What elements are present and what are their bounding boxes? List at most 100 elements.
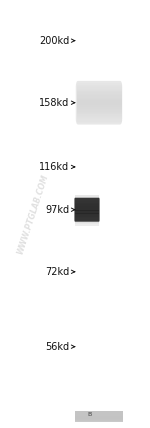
Text: 72kd: 72kd bbox=[45, 267, 69, 277]
Bar bbox=[76, 108, 122, 110]
Bar bbox=[75, 413, 123, 419]
Bar bbox=[76, 98, 122, 100]
Bar bbox=[76, 109, 122, 112]
Text: 116kd: 116kd bbox=[39, 162, 69, 172]
Bar bbox=[76, 116, 122, 118]
Bar bbox=[75, 416, 123, 421]
Bar bbox=[76, 110, 122, 113]
Bar bbox=[75, 413, 123, 418]
Bar bbox=[75, 218, 99, 220]
Bar bbox=[75, 201, 99, 203]
Bar bbox=[75, 413, 123, 419]
Bar bbox=[75, 414, 123, 420]
Bar bbox=[75, 413, 123, 418]
Bar bbox=[75, 411, 123, 417]
FancyBboxPatch shape bbox=[74, 198, 100, 222]
Bar bbox=[75, 414, 123, 419]
Bar bbox=[75, 413, 123, 418]
Bar bbox=[76, 121, 122, 123]
Bar bbox=[75, 414, 123, 420]
Bar bbox=[75, 413, 123, 419]
Text: 200kd: 200kd bbox=[39, 36, 69, 46]
Bar bbox=[75, 212, 99, 214]
Bar bbox=[75, 416, 123, 421]
Bar bbox=[75, 204, 99, 206]
Bar bbox=[75, 413, 123, 419]
Bar bbox=[75, 411, 123, 417]
Bar bbox=[76, 119, 122, 122]
Bar bbox=[75, 414, 123, 419]
Bar bbox=[75, 220, 99, 221]
Bar bbox=[75, 416, 123, 421]
Bar bbox=[76, 105, 122, 108]
Bar bbox=[75, 412, 123, 418]
Bar bbox=[76, 107, 122, 109]
Bar bbox=[75, 411, 123, 416]
Bar bbox=[75, 414, 123, 419]
Bar bbox=[75, 207, 99, 209]
Bar bbox=[75, 413, 123, 419]
Bar bbox=[75, 415, 123, 420]
Bar bbox=[75, 415, 123, 421]
Bar bbox=[75, 416, 123, 421]
Bar bbox=[75, 416, 123, 422]
Bar bbox=[75, 416, 123, 422]
Bar bbox=[75, 413, 123, 419]
Bar bbox=[75, 195, 99, 197]
Bar bbox=[75, 221, 99, 223]
Bar bbox=[76, 87, 122, 90]
Bar bbox=[76, 103, 122, 105]
Text: 158kd: 158kd bbox=[39, 98, 69, 108]
Bar bbox=[75, 413, 123, 418]
Bar bbox=[76, 99, 122, 101]
Bar bbox=[76, 114, 122, 117]
Text: 97kd: 97kd bbox=[45, 205, 69, 215]
Bar bbox=[75, 415, 123, 420]
Bar bbox=[75, 414, 123, 420]
Bar bbox=[76, 101, 122, 104]
Bar bbox=[76, 95, 122, 98]
Bar bbox=[75, 413, 123, 419]
Text: WWW.PTGLAB.COM: WWW.PTGLAB.COM bbox=[16, 173, 50, 255]
Bar bbox=[76, 83, 122, 86]
Bar bbox=[76, 117, 122, 119]
Bar bbox=[75, 413, 123, 418]
Bar bbox=[75, 412, 123, 418]
Bar bbox=[75, 414, 123, 420]
Bar bbox=[75, 415, 123, 421]
Bar bbox=[75, 415, 123, 421]
Bar bbox=[75, 413, 123, 419]
Bar bbox=[75, 203, 99, 205]
Bar bbox=[75, 415, 123, 420]
Bar bbox=[75, 416, 123, 421]
Bar bbox=[75, 413, 123, 419]
Bar bbox=[75, 416, 123, 421]
Bar bbox=[75, 412, 123, 417]
Bar bbox=[75, 209, 99, 211]
Bar bbox=[75, 199, 99, 201]
Bar bbox=[75, 224, 99, 226]
Bar bbox=[75, 196, 99, 198]
Bar bbox=[76, 90, 122, 92]
Bar bbox=[75, 412, 123, 417]
Bar bbox=[75, 415, 123, 421]
Bar bbox=[75, 414, 123, 419]
Bar bbox=[76, 113, 122, 116]
Bar bbox=[75, 412, 123, 418]
Bar bbox=[76, 86, 122, 89]
Bar bbox=[75, 412, 123, 418]
Bar bbox=[75, 415, 123, 420]
Text: B: B bbox=[88, 412, 92, 417]
Bar bbox=[75, 412, 123, 417]
Bar bbox=[75, 412, 123, 418]
Bar bbox=[75, 411, 123, 417]
Bar bbox=[75, 211, 99, 212]
Bar bbox=[75, 206, 99, 208]
Bar bbox=[75, 411, 123, 417]
Bar bbox=[76, 92, 122, 95]
Bar bbox=[75, 412, 123, 418]
Bar bbox=[75, 411, 123, 416]
Bar bbox=[75, 215, 99, 217]
Bar bbox=[75, 414, 123, 419]
Bar bbox=[75, 414, 123, 419]
